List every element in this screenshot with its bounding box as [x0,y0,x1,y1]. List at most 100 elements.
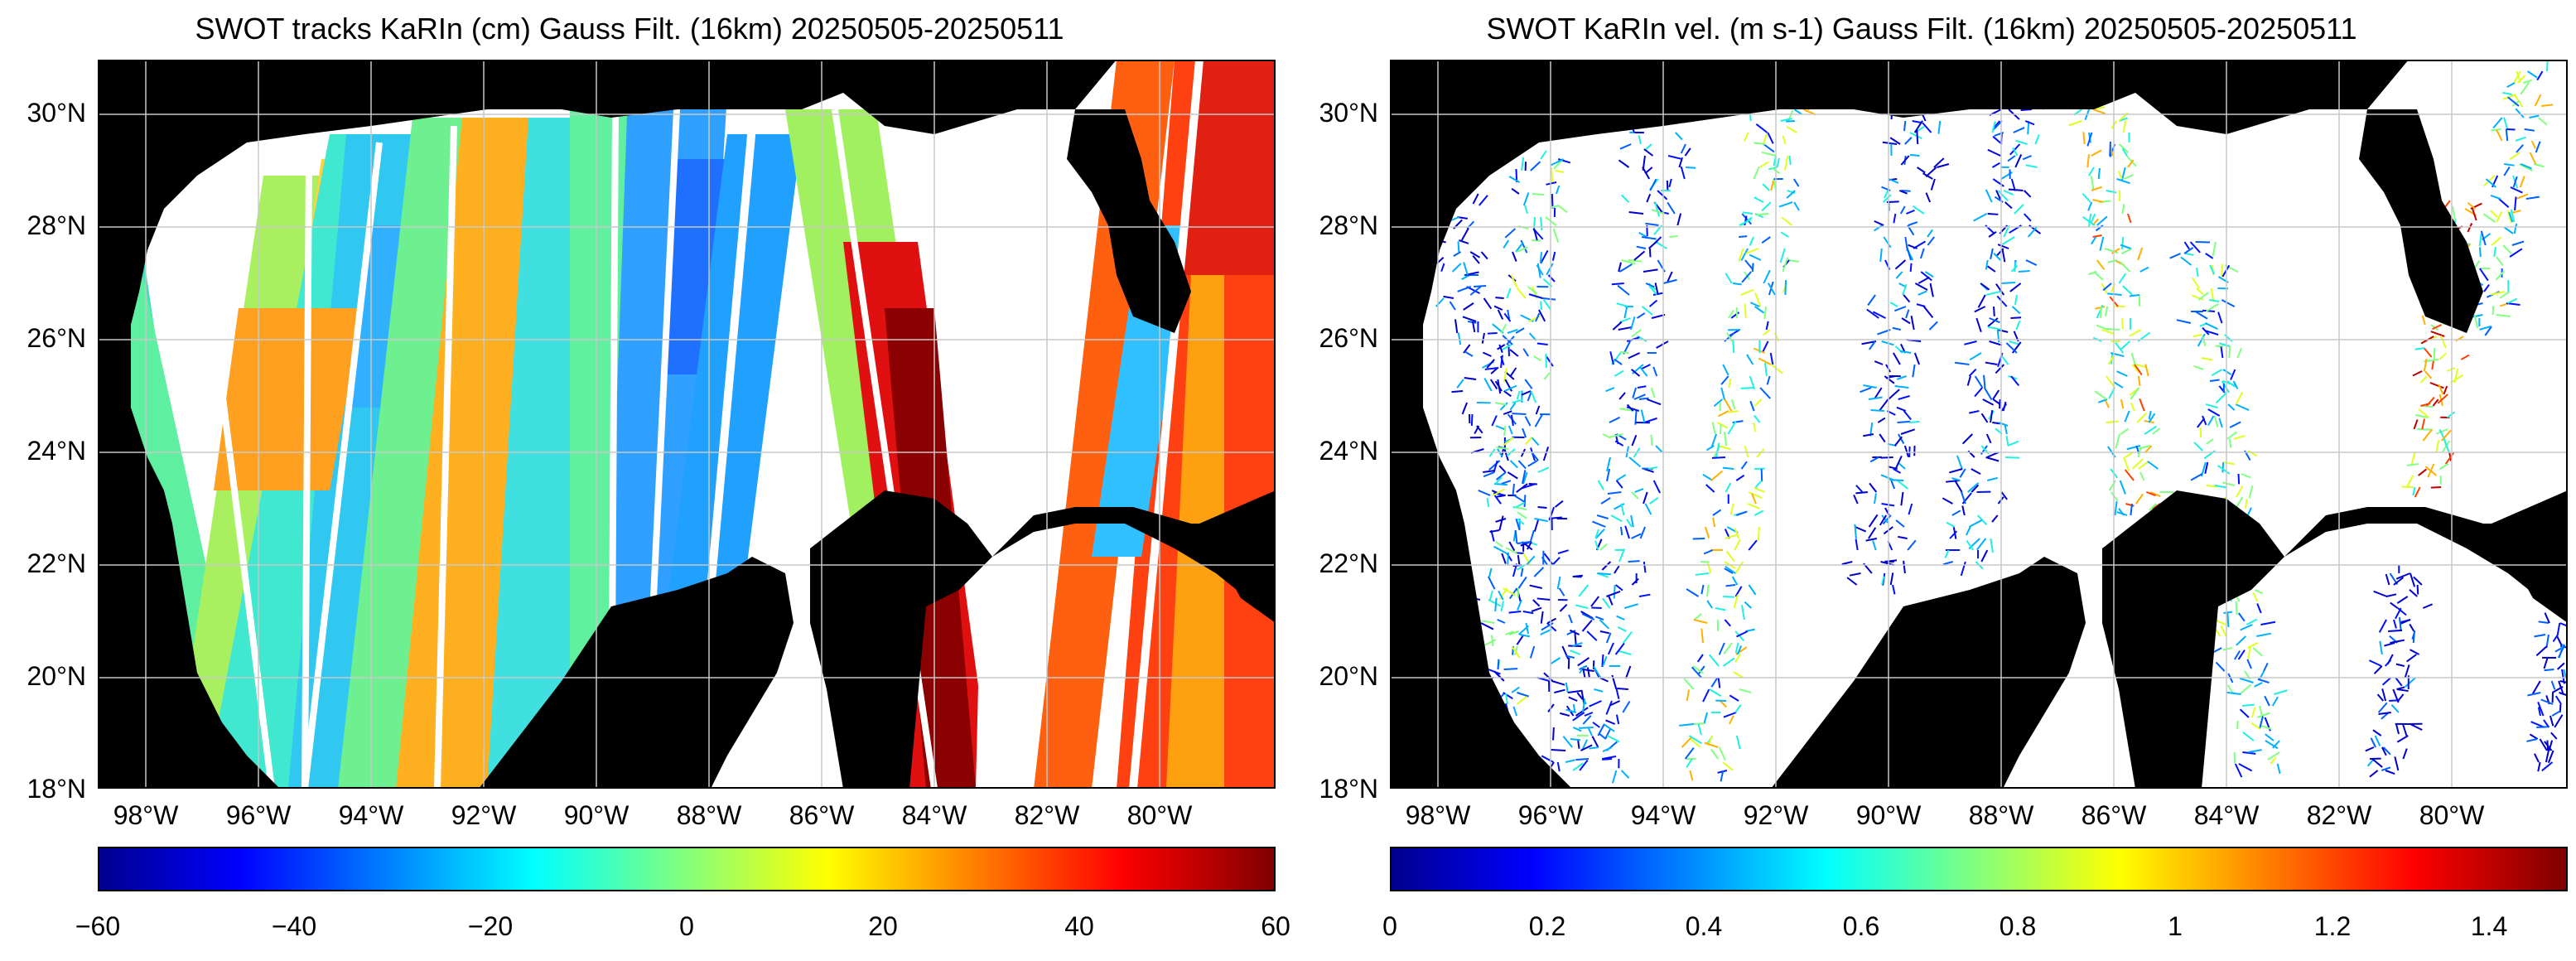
velocity-arrow [1543,372,1551,380]
velocity-arrow [2499,291,2510,299]
velocity-arrow [2492,117,2503,129]
velocity-arrow [2012,147,2019,157]
velocity-arrow [2223,611,2232,614]
velocity-arrow [1895,271,1903,279]
velocity-arrow [1751,493,1757,505]
velocity-arrow [1982,398,1995,406]
velocity-arrow [1567,689,1583,693]
velocity-arrow [1969,352,1982,361]
velocity-arrow [1502,344,1512,350]
velocity-arrow [2095,225,2104,232]
velocity-arrow [1644,503,1652,515]
velocity-arrow [2423,347,2433,358]
velocity-arrow [1504,384,1517,392]
velocity-arrow [2235,403,2250,411]
velocity-arrow [2439,463,2448,471]
velocity-arrow [1630,514,1634,528]
velocity-arrow [1565,759,1575,763]
velocity-arrow [1983,374,1986,389]
velocity-arrow [2422,428,2434,442]
velocity-arrow [1551,167,1554,183]
velocity-arrow [2191,294,2204,301]
velocity-arrow [2439,352,2448,360]
velocity-arrow [1748,539,1758,551]
velocity-arrow [2543,657,2549,669]
velocity-arrow [2130,387,2140,400]
velocity-arrow [1753,414,1761,423]
velocity-arrow [1694,613,1702,621]
velocity-arrow [1667,201,1676,215]
velocity-arrow [1954,361,1970,365]
velocity-arrow [1598,732,1607,740]
velocity-arrow [2529,152,2537,166]
velocity-arrow [2432,324,2443,331]
velocity-arrow [1993,306,1995,316]
velocity-arrow [2540,698,2554,705]
velocity-arrow [2183,241,2190,250]
velocity-arrow [2511,240,2525,246]
velocity-arrow [1631,329,1642,338]
velocity-arrow [2247,450,2258,457]
velocity-arrow [2252,592,2259,602]
velocity-arrow [1904,137,1913,145]
velocity-arrow [1740,387,1755,389]
velocity-arrow [2221,380,2230,394]
velocity-arrow [1927,229,1933,238]
lon-label: 86°W [2081,800,2147,830]
velocity-arrow [1686,167,1696,169]
velocity-arrow [1632,387,1638,398]
velocity-arrow [1907,539,1917,551]
velocity-arrow [1909,153,1920,157]
velocity-arrow [1767,283,1776,296]
velocity-arrow [1894,259,1907,270]
velocity-arrow [2520,81,2530,95]
velocity-arrow [1720,700,1728,708]
velocity-arrow [1897,480,1908,490]
velocity-arrow [2416,584,2419,595]
velocity-arrow [1854,524,1857,539]
velocity-arrow [2003,190,2014,196]
velocity-arrow [1903,445,1909,457]
velocity-arrow [1486,498,1490,508]
velocity-arrow [1626,519,1633,528]
velocity-arrow [1700,628,1705,644]
velocity-arrow [1708,654,1720,667]
velocity-arrow [1881,340,1894,346]
lon-label: 98°W [113,800,179,830]
velocity-arrow [1744,303,1747,319]
velocity-arrow [1779,248,1786,263]
velocity-arrow [1628,560,1640,563]
velocity-arrow [1527,460,1538,467]
velocity-arrow [1623,631,1633,644]
velocity-arrow [1534,413,1544,427]
velocity-arrow [1709,688,1722,698]
velocity-arrow [1579,727,1594,729]
velocity-arrow [2107,259,2118,263]
velocity-arrow [1527,286,1538,295]
velocity-arrow [1511,187,1520,195]
velocity-arrow [1716,422,1728,429]
velocity-arrow [1495,425,1507,431]
velocity-arrow [2139,471,2145,481]
velocity-arrow [2004,456,2020,459]
velocity-arrow [2000,403,2008,412]
velocity-arrow [2382,746,2391,756]
velocity-arrow [1696,654,1704,663]
velocity-arrow [1992,178,2004,187]
velocity-arrow [2215,392,2227,404]
velocity-arrow [1654,201,1661,217]
velocity-arrow [1619,351,1629,354]
velocity-arrow [2137,247,2144,261]
velocity-arrow [2544,612,2550,624]
velocity-arrow [1557,158,1571,164]
velocity-arrow [1565,708,1576,713]
velocity-arrow [1913,120,1923,133]
velocity-arrow [1994,132,2004,137]
velocity-arrow [1980,413,1989,423]
velocity-arrow [1951,509,1961,516]
lat-label: 24°N [27,436,87,466]
velocity-arrow [2115,433,2121,449]
velocity-arrow [1782,257,1789,273]
velocity-arrow [2087,213,2092,227]
velocity-arrow [1550,657,1561,665]
